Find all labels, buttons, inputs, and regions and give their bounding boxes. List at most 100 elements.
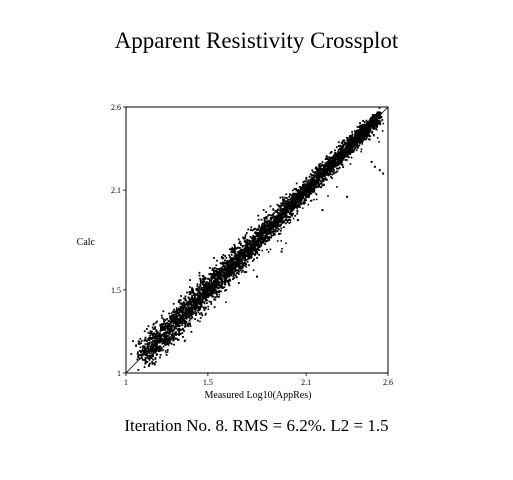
data-point [154, 339, 157, 342]
data-point [160, 327, 162, 330]
data-point [337, 152, 339, 155]
data-point [202, 274, 205, 277]
data-point [227, 261, 230, 264]
data-point [339, 157, 342, 160]
data-point [354, 145, 357, 147]
data-point [191, 296, 193, 299]
data-point [310, 199, 313, 202]
data-point [315, 198, 318, 201]
data-point [194, 303, 197, 305]
data-point [310, 181, 312, 184]
data-point [217, 271, 219, 274]
data-point [255, 244, 258, 246]
data-point [330, 170, 332, 173]
data-point [211, 286, 214, 288]
data-point [336, 170, 338, 173]
data-point [149, 354, 151, 357]
data-point [155, 342, 158, 345]
data-point [365, 126, 368, 129]
data-point [252, 240, 255, 242]
data-point [210, 288, 212, 290]
data-point [260, 229, 263, 231]
data-point [272, 226, 275, 229]
data-point [172, 302, 175, 305]
data-point [172, 335, 175, 338]
data-point [208, 300, 211, 303]
data-point [174, 318, 177, 321]
data-point [194, 297, 197, 299]
data-point [198, 303, 201, 305]
data-point [197, 292, 200, 294]
data-point [160, 339, 163, 342]
data-point [170, 326, 173, 328]
data-point [326, 163, 329, 166]
data-point [286, 197, 288, 199]
data-point [341, 142, 344, 145]
data-point [245, 266, 247, 268]
data-point [328, 164, 331, 166]
data-point [292, 201, 295, 204]
data-point [158, 332, 161, 335]
data-point [246, 243, 249, 246]
data-point [260, 244, 262, 247]
data-point [302, 181, 305, 183]
data-point [280, 204, 282, 207]
data-point [350, 135, 352, 138]
data-point [254, 232, 256, 234]
data-point [197, 288, 200, 291]
data-point [250, 254, 253, 256]
data-point [312, 186, 315, 188]
data-point [199, 291, 202, 294]
data-point [204, 283, 207, 286]
data-point [369, 117, 372, 120]
data-point [226, 264, 229, 267]
data-point [204, 307, 207, 309]
data-point [184, 324, 187, 326]
data-point [270, 216, 273, 219]
data-point [278, 205, 281, 208]
data-point [309, 187, 311, 190]
data-point [291, 200, 293, 203]
data-point [288, 222, 291, 225]
data-point [303, 202, 305, 205]
data-point [382, 122, 385, 125]
data-point [337, 159, 339, 162]
data-point [305, 196, 307, 199]
data-point [151, 350, 154, 352]
data-point [231, 260, 233, 263]
data-point [202, 278, 204, 280]
chart-title: Apparent Resistivity Crossplot [114, 28, 399, 53]
data-point [319, 169, 322, 171]
data-point [234, 247, 236, 249]
data-point [142, 359, 144, 361]
data-point [301, 189, 304, 192]
data-point [359, 142, 361, 145]
data-point [172, 325, 174, 327]
data-point [297, 201, 300, 204]
data-point [146, 345, 149, 348]
data-point [156, 336, 158, 339]
data-point [216, 283, 219, 286]
data-point [233, 263, 236, 266]
data-point [333, 164, 335, 166]
data-point [276, 211, 278, 213]
data-point [355, 132, 358, 134]
data-point [234, 250, 236, 252]
data-point [256, 252, 259, 255]
data-point [361, 143, 364, 145]
data-point [314, 171, 317, 173]
data-point [204, 284, 206, 287]
data-point [221, 271, 223, 274]
data-point [363, 121, 366, 123]
data-point [164, 334, 167, 337]
data-point [312, 174, 315, 176]
data-point [140, 350, 143, 353]
data-point [176, 337, 179, 340]
data-point [246, 260, 249, 263]
data-point [222, 273, 225, 276]
data-point [356, 129, 358, 132]
data-point [229, 274, 232, 277]
data-point [358, 136, 361, 138]
data-point [215, 293, 218, 296]
data-point [215, 277, 217, 280]
